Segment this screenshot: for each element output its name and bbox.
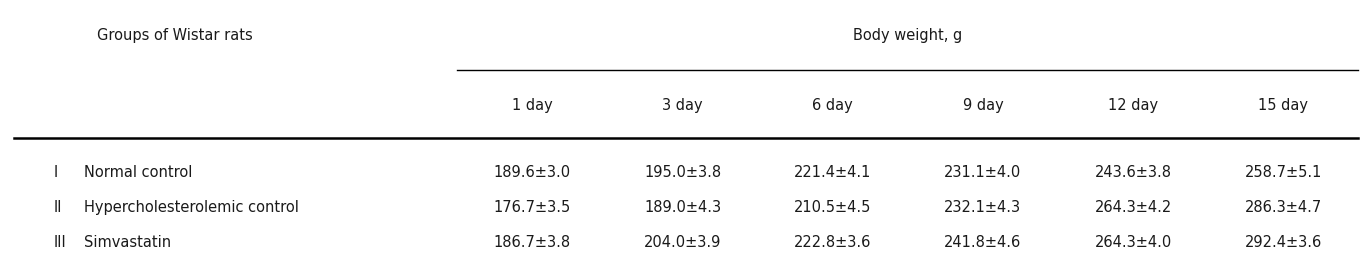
Text: 231.1±4.0: 231.1±4.0 [944, 164, 1022, 180]
Text: 241.8±4.6: 241.8±4.6 [944, 235, 1022, 250]
Text: Simvastatin: Simvastatin [84, 235, 170, 250]
Text: Hypercholesterolemic control: Hypercholesterolemic control [84, 200, 299, 215]
Text: 12 day: 12 day [1109, 98, 1158, 113]
Text: 186.7±3.8: 186.7±3.8 [494, 235, 571, 250]
Text: III: III [54, 235, 67, 250]
Text: 232.1±4.3: 232.1±4.3 [944, 200, 1022, 215]
Text: II: II [54, 200, 63, 215]
Text: 3 day: 3 day [663, 98, 702, 113]
Text: 15 day: 15 day [1258, 98, 1309, 113]
Text: 243.6±3.8: 243.6±3.8 [1095, 164, 1172, 180]
Text: Normal control: Normal control [84, 164, 192, 180]
Text: 195.0±3.8: 195.0±3.8 [643, 164, 722, 180]
Text: 176.7±3.5: 176.7±3.5 [494, 200, 571, 215]
Text: 222.8±3.6: 222.8±3.6 [794, 235, 871, 250]
Text: 210.5±4.5: 210.5±4.5 [794, 200, 871, 215]
Text: 6 day: 6 day [812, 98, 853, 113]
Text: 9 day: 9 day [963, 98, 1003, 113]
Text: 264.3±4.2: 264.3±4.2 [1095, 200, 1172, 215]
Text: 1 day: 1 day [512, 98, 553, 113]
Text: 258.7±5.1: 258.7±5.1 [1244, 164, 1321, 180]
Text: 286.3±4.7: 286.3±4.7 [1244, 200, 1321, 215]
Text: Body weight, g: Body weight, g [853, 28, 963, 43]
Text: 221.4±4.1: 221.4±4.1 [794, 164, 871, 180]
Text: 292.4±3.6: 292.4±3.6 [1244, 235, 1321, 250]
Text: 204.0±3.9: 204.0±3.9 [643, 235, 722, 250]
Text: 189.0±4.3: 189.0±4.3 [643, 200, 722, 215]
Text: I: I [54, 164, 58, 180]
Text: Groups of Wistar rats: Groups of Wistar rats [97, 28, 252, 43]
Text: 264.3±4.0: 264.3±4.0 [1095, 235, 1172, 250]
Text: 189.6±3.0: 189.6±3.0 [494, 164, 571, 180]
